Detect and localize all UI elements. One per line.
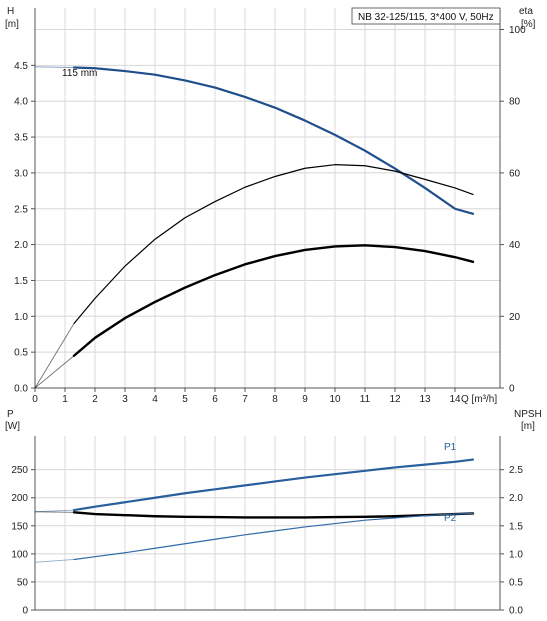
eta-curve-bold-extrapolated xyxy=(34,355,75,389)
top-left-tick-label: 1.5 xyxy=(14,276,28,287)
top-grid xyxy=(31,8,504,392)
x-axis-label: Q [m³/h] xyxy=(461,394,497,405)
x-tick-label: 12 xyxy=(389,394,401,405)
top-left-tick-label: 4.0 xyxy=(14,97,28,108)
x-tick-label: 8 xyxy=(272,394,278,405)
top-left-tick-label: 3.0 xyxy=(14,168,28,179)
top-tick-labels: 0 1 2 3 4 5 6 7 8 9 10 11 12 13 140.00.51.01.52.02.53.… xyxy=(14,25,526,405)
title-box xyxy=(351,7,501,25)
top-left-tick-label: 4.5 xyxy=(14,61,28,72)
top-left-axis-label-line1: H xyxy=(7,6,14,17)
x-tick-label: 7 xyxy=(242,394,248,405)
x-tick-label: 10 xyxy=(329,394,341,405)
bottom-right-tick-label: 2.5 xyxy=(509,465,523,476)
top-right-tick-label: 40 xyxy=(509,240,521,251)
bottom-right-tick-label: 1.5 xyxy=(509,521,523,532)
x-tick-label: 5 xyxy=(182,394,188,405)
top-right-tick-label: 20 xyxy=(509,312,521,323)
x-tick-label: 1 xyxy=(62,394,68,405)
top-right-tick-label: 60 xyxy=(509,168,521,179)
eta-curve-bold xyxy=(72,244,475,357)
top-left-tick-label: 2.0 xyxy=(14,240,28,251)
p1-curve xyxy=(72,458,475,512)
top-right-axis-label-line2: [%] xyxy=(521,19,536,30)
top-right-tick-label: 100 xyxy=(509,25,526,36)
chart-title: NB 32-125/115, 3*400 V, 50Hz xyxy=(358,12,494,23)
top-right-tick-label: 0 xyxy=(509,384,515,395)
bottom-left-axis-label-line1: P xyxy=(7,409,14,420)
top-right-axis-label-line1: eta xyxy=(519,6,533,17)
bottom-left-tick-label: 50 xyxy=(17,577,29,588)
bottom-left-axis-label-line2: [W] xyxy=(5,421,20,432)
eta-curve-thin xyxy=(73,164,474,325)
bottom-left-tick-label: 150 xyxy=(11,521,28,532)
curve-label-115mm: 115 mm xyxy=(62,68,97,79)
top-right-tick-label: 80 xyxy=(509,97,521,108)
top-left-tick-label: 1.0 xyxy=(14,312,28,323)
bottom-left-tick-label: 200 xyxy=(11,493,28,504)
bottom-right-axis-label-line2: [m] xyxy=(521,421,535,432)
x-tick-label: 6 xyxy=(212,394,218,405)
bottom-left-tick-label: 100 xyxy=(11,549,28,560)
bottom-grid xyxy=(31,436,504,611)
bottom-right-axis-label-line1: NPSH xyxy=(514,409,542,420)
bottom-right-tick-label: 1.0 xyxy=(509,549,523,560)
x-tick-label: 2 xyxy=(92,394,98,405)
bottom-left-tick-label: 250 xyxy=(11,465,28,476)
bottom-right-tick-label: 0.0 xyxy=(509,606,523,617)
top-left-tick-label: 0.5 xyxy=(14,348,28,359)
top-left-tick-label: 0.0 xyxy=(14,384,28,395)
x-tick-label: 0 xyxy=(32,394,38,405)
x-tick-label: 14 xyxy=(449,394,461,405)
top-left-tick-label: 3.5 xyxy=(14,133,28,144)
head-curve-extrapolated xyxy=(34,66,75,68)
p2-curve xyxy=(73,512,474,561)
bottom-right-tick-label: 2.0 xyxy=(509,493,523,504)
top-left-tick-label: 2.5 xyxy=(14,204,28,215)
top-left-axis-label-line2: [m] xyxy=(5,19,19,30)
head-curve xyxy=(72,66,475,215)
x-tick-label: 9 xyxy=(302,394,308,405)
series-layer xyxy=(34,66,475,563)
x-tick-label: 11 xyxy=(360,394,371,405)
bottom-left-tick-label: 0 xyxy=(22,606,28,617)
x-tick-label: 4 xyxy=(152,394,158,405)
series-label-p1: P1 xyxy=(444,442,457,453)
npsh-curve-extrapolated xyxy=(34,511,75,513)
series-label-p2: P2 xyxy=(444,513,457,524)
npsh-curve xyxy=(72,511,475,519)
bottom-tick-labels: 0 50 100 150 200 250 0.0 0.5 1.0 1.5 2.0 2.5 xyxy=(11,465,523,616)
x-tick-label: 13 xyxy=(419,394,431,405)
p2-curve-extrapolated xyxy=(34,559,75,563)
eta-curve-thin-extrapolated xyxy=(34,323,75,389)
x-tick-label: 3 xyxy=(122,394,128,405)
bottom-right-tick-label: 0.5 xyxy=(509,577,523,588)
